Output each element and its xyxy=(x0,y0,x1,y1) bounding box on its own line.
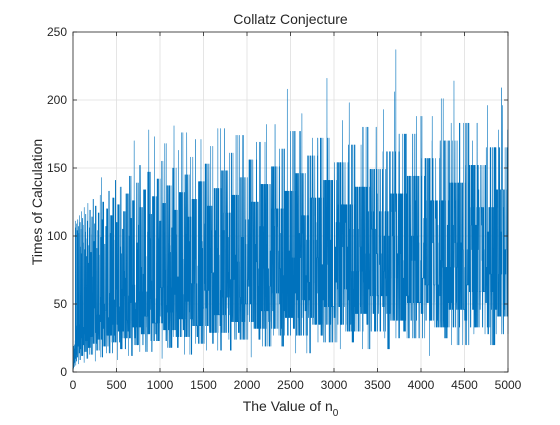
x-tick-label: 500 xyxy=(106,378,126,392)
x-tick-label: 2500 xyxy=(277,378,304,392)
y-tick-label: 100 xyxy=(47,229,67,243)
x-tick-label: 2000 xyxy=(234,378,261,392)
x-tick-label: 1500 xyxy=(190,378,217,392)
series-line xyxy=(72,49,509,373)
y-tick-label: 200 xyxy=(47,93,67,107)
chart-title: Collatz Conjecture xyxy=(233,11,348,27)
y-axis-title: Times of Calculation xyxy=(29,139,45,265)
y-axis-ticks: 0 50 100 150 200 250 xyxy=(47,25,508,379)
x-axis-title-main: The Value of n xyxy=(243,398,333,414)
y-tick-label: 250 xyxy=(47,25,67,39)
x-tick-label: 1000 xyxy=(147,378,174,392)
x-axis-ticks: 0 500 1000 1500 2000 2500 3000 3500 4000 4500 5000 xyxy=(70,32,522,392)
x-tick-label: 4500 xyxy=(451,378,478,392)
y-tick-label: 0 xyxy=(60,365,67,379)
x-axis-title: The Value of n0 xyxy=(243,398,339,419)
x-tick-label: 4000 xyxy=(408,378,435,392)
y-tick-label: 150 xyxy=(47,161,67,175)
x-axis-title-subscript: 0 xyxy=(333,408,339,419)
x-tick-label: 3500 xyxy=(364,378,391,392)
y-tick-label: 50 xyxy=(54,297,68,311)
x-tick-label: 3000 xyxy=(321,378,348,392)
x-tick-label: 0 xyxy=(70,378,77,392)
x-tick-label: 5000 xyxy=(495,378,522,392)
